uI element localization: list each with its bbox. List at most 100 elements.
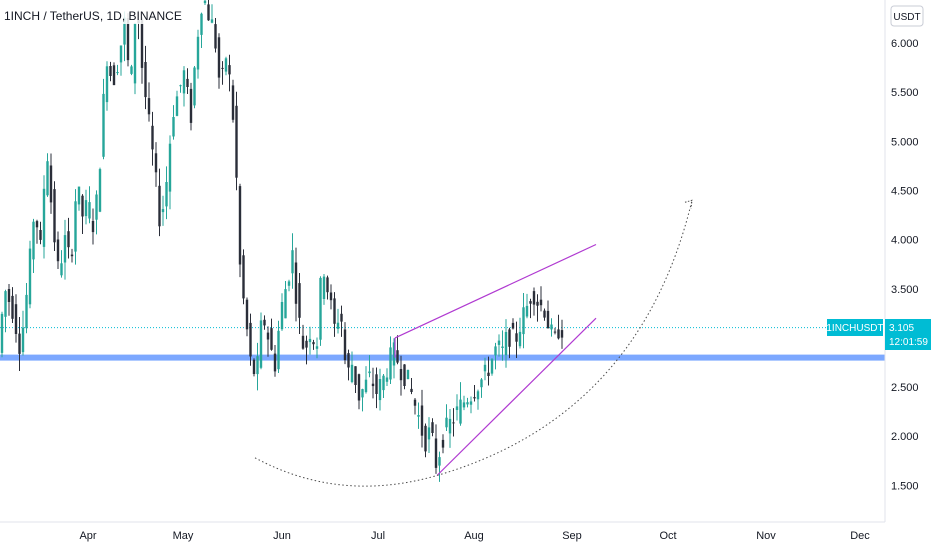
price-axis-label: 5.500 bbox=[891, 87, 919, 99]
candle-body bbox=[291, 250, 294, 274]
candle-body bbox=[14, 304, 18, 334]
candle-body bbox=[308, 338, 312, 343]
candle-body bbox=[158, 185, 161, 227]
candle-body bbox=[424, 425, 427, 452]
candle-body bbox=[60, 263, 63, 276]
candle-body bbox=[550, 324, 553, 330]
time-axis-label: May bbox=[173, 530, 194, 542]
price-tag-countdown: 12:01:59 bbox=[889, 337, 928, 348]
candle-body bbox=[375, 374, 378, 394]
price-axis-label: 2.000 bbox=[891, 431, 919, 443]
candle-body bbox=[483, 364, 487, 372]
candle-body bbox=[494, 346, 497, 356]
time-axis[interactable]: Apr May Jun Jul Aug Sep Oct Nov Dec bbox=[79, 530, 870, 542]
candle-body bbox=[508, 329, 511, 347]
candle-body bbox=[259, 320, 263, 368]
candle-body bbox=[469, 401, 473, 405]
candle-body bbox=[417, 415, 420, 417]
candle-body bbox=[336, 322, 340, 329]
currency-button-label[interactable]: USDT bbox=[893, 12, 920, 23]
price-axis-label: 4.500 bbox=[891, 185, 919, 197]
candle-body bbox=[490, 359, 494, 374]
arrow-head-icon bbox=[684, 199, 693, 209]
candle-body bbox=[420, 405, 424, 436]
candle-body bbox=[455, 406, 459, 410]
candle-body bbox=[462, 402, 466, 408]
candle-body bbox=[270, 328, 273, 350]
candle-body bbox=[371, 383, 375, 387]
candle-body bbox=[18, 333, 21, 354]
candle-body bbox=[368, 371, 371, 374]
candle-body bbox=[294, 262, 298, 304]
projection-arc[interactable] bbox=[254, 200, 693, 487]
time-axis-label: Sep bbox=[562, 530, 582, 542]
candle-body bbox=[161, 209, 165, 213]
candle-body bbox=[529, 301, 532, 304]
candle-body bbox=[39, 230, 42, 240]
price-axis[interactable]: 6.000 5.500 5.000 4.500 4.000 3.500 2.500 2.000… bbox=[891, 38, 919, 492]
candle-body bbox=[350, 364, 354, 382]
candle-body bbox=[200, 13, 203, 35]
candle-body bbox=[151, 125, 154, 150]
symbol-tag-label: 1INCHUSDT bbox=[826, 323, 883, 334]
candle-body bbox=[88, 202, 91, 219]
candle-body bbox=[322, 276, 326, 299]
candle-body bbox=[497, 340, 501, 345]
time-axis-label: Jul bbox=[371, 530, 385, 542]
candle-body bbox=[168, 143, 172, 192]
candle-body bbox=[298, 283, 301, 318]
candle-body bbox=[102, 93, 105, 157]
candle-body bbox=[25, 294, 28, 329]
candle-body bbox=[431, 422, 434, 433]
candle-body bbox=[46, 161, 49, 196]
candle-body bbox=[53, 189, 56, 243]
candle-body bbox=[553, 331, 557, 333]
candle-body bbox=[74, 201, 77, 252]
candle-body bbox=[91, 221, 95, 233]
candle-body bbox=[501, 346, 504, 348]
channel-bottom-line[interactable] bbox=[436, 317, 597, 476]
candle-body bbox=[410, 388, 413, 392]
candle-body bbox=[179, 85, 182, 87]
candle-body bbox=[186, 78, 189, 87]
candle-body bbox=[119, 45, 123, 63]
candle-body bbox=[473, 397, 476, 399]
candle-body bbox=[357, 374, 361, 401]
candle-body bbox=[203, 0, 207, 4]
candle-body bbox=[105, 66, 109, 103]
candle-body bbox=[539, 299, 543, 306]
candle-body bbox=[28, 248, 32, 305]
candle-body bbox=[347, 353, 350, 368]
candle-body bbox=[32, 221, 35, 260]
chart-title: 1INCH / TetherUS, 1D, BINANCE bbox=[4, 9, 182, 23]
candle-body bbox=[504, 332, 508, 356]
candle-body bbox=[0, 313, 4, 353]
candle-body bbox=[466, 402, 469, 405]
currency-button[interactable] bbox=[890, 5, 924, 27]
price-axis-label: 1.500 bbox=[891, 480, 919, 492]
candle-body bbox=[207, 4, 210, 21]
candle-body bbox=[511, 322, 515, 329]
candle-body bbox=[399, 369, 403, 381]
candle-body bbox=[389, 347, 392, 380]
candle-body bbox=[123, 17, 126, 45]
candle-body bbox=[536, 301, 539, 306]
candle-body bbox=[109, 66, 112, 76]
candle-body bbox=[238, 186, 242, 265]
candle-body bbox=[266, 332, 270, 340]
candle-body bbox=[21, 327, 25, 353]
time-axis-label: Apr bbox=[79, 530, 96, 542]
candle-body bbox=[546, 310, 550, 329]
candle-body bbox=[326, 277, 329, 293]
candle-body bbox=[525, 305, 529, 317]
candle-body bbox=[70, 254, 74, 257]
candle-body bbox=[518, 331, 522, 347]
channel-top-line[interactable] bbox=[394, 243, 597, 339]
support-band[interactable] bbox=[0, 354, 885, 361]
candle-body bbox=[42, 188, 46, 247]
candle-body bbox=[312, 342, 315, 345]
candle-body bbox=[427, 427, 431, 440]
candle-body bbox=[361, 389, 364, 398]
candle-body bbox=[249, 322, 252, 357]
